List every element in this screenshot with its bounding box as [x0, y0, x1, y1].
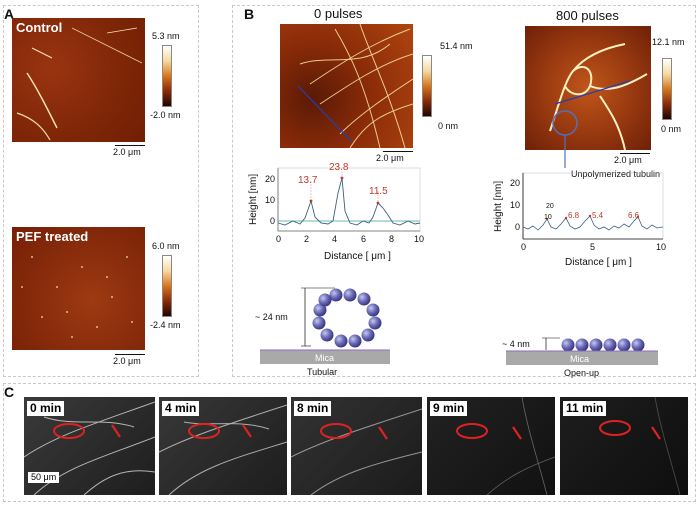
xlabel-0-pulses: Distance [ μm ] [324, 251, 391, 262]
ytick-10: 10 [265, 195, 275, 205]
scalebar-0-pulses-label: 2.0 μm [376, 153, 404, 163]
xtick-r10: 10 [656, 242, 666, 252]
ytick-r10: 10 [510, 200, 520, 210]
colorbar-0-pulses [422, 55, 432, 117]
open-up-height-label: ~ 4 nm [502, 339, 530, 349]
panel-c-label: C [4, 384, 15, 400]
colorbar-0-pulses-min: 0 nm [438, 121, 459, 131]
panel-b-border [232, 5, 696, 377]
afm-image-pef: PEF treated [12, 227, 145, 350]
open-up-cartoon: ~ 4 nm Mica Open-up [502, 337, 658, 378]
tubular-cartoon: Mica ~ 24 nm Tubular [255, 287, 390, 377]
colorbar-control-max: 5.3 nm [152, 31, 180, 41]
ylabel-0-pulses: Height [nm] [248, 174, 259, 225]
inner-tick-10: 10 [544, 214, 552, 221]
tubular-height-label: ~ 24 nm [255, 312, 288, 322]
zoom-callout [552, 110, 578, 168]
substrate-label-right: Mica [570, 354, 589, 364]
peak-label-r2: 5.4 [592, 211, 604, 220]
control-title: Control [16, 20, 63, 35]
panel-a-label: A [4, 6, 15, 22]
xtick-6: 6 [361, 234, 366, 244]
ytick-0: 0 [270, 216, 275, 226]
height-profile-800-pulses: 20 10 6.8 5.4 6.6 20 10 0 0 5 10 Distanc… [493, 172, 666, 268]
colorbar-control-min: -2.0 nm [150, 110, 181, 120]
colorbar-800-pulses-min: 0 nm [661, 124, 682, 134]
ytick-r0: 0 [515, 222, 520, 232]
time-label-0: 0 min [27, 401, 65, 416]
substrate-label-left: Mica [315, 353, 334, 363]
scalebar-800-pulses-label: 2.0 μm [614, 155, 642, 165]
peak-label-1: 13.7 [298, 175, 318, 186]
left-title: 0 pulses [314, 6, 363, 21]
time-label-11: 11 min [563, 401, 607, 416]
timelapse-frame-4: 4 min [159, 397, 287, 495]
xtick-r5: 5 [590, 242, 595, 252]
inner-tick-20: 20 [546, 203, 554, 210]
scalebar-pef [115, 354, 145, 355]
right-title: 800 pulses [556, 8, 619, 23]
unpolymerized-note: Unpolymerized tubulin [571, 169, 661, 179]
peak-label-r1: 6.8 [568, 211, 580, 220]
peak-label-2: 23.8 [329, 163, 349, 173]
scalebar-control [115, 145, 145, 146]
ytick-20: 20 [265, 174, 275, 184]
xtick-10: 10 [414, 234, 424, 244]
timelapse-scale-label: 50 μm [28, 472, 60, 483]
xtick-8: 8 [389, 234, 394, 244]
open-up-caption: Open-up [564, 368, 599, 378]
afm-image-800-pulses [525, 26, 651, 150]
peak-label-3: 11.5 [369, 186, 388, 197]
colorbar-0-pulses-max: 51.4 nm [440, 41, 473, 51]
colorbar-pef-min: -2.4 nm [150, 320, 181, 330]
timelapse-frame-11: 11 min [560, 397, 688, 495]
peak-label-r3: 6.6 [628, 211, 640, 220]
colorbar-pef [162, 255, 172, 317]
pef-title: PEF treated [16, 229, 89, 244]
scalebar-pef-label: 2.0 μm [113, 356, 141, 366]
ytick-r20: 20 [510, 178, 520, 188]
afm-image-control: Control [12, 18, 145, 142]
time-label-4: 4 min [162, 401, 200, 416]
colorbar-pef-max: 6.0 nm [152, 241, 180, 251]
tubular-caption: Tubular [307, 367, 337, 377]
panel-a-border [3, 5, 199, 377]
afm-image-0-pulses [280, 24, 413, 148]
xtick-0: 0 [276, 234, 281, 244]
height-profile-0-pulses: 13.7 23.8 11.5 20 10 0 0 2 4 6 8 10 Dist… [248, 163, 424, 262]
scalebar-control-label: 2.0 μm [113, 147, 141, 157]
time-label-9: 9 min [430, 401, 468, 416]
xlabel-800-pulses: Distance [ μm ] [565, 257, 632, 268]
panel-b-label: B [244, 6, 255, 22]
xtick-r0: 0 [521, 242, 526, 252]
time-label-8: 8 min [294, 401, 332, 416]
xtick-4: 4 [332, 234, 337, 244]
panel-c-border [3, 383, 696, 502]
timelapse-frame-8: 8 min [291, 397, 422, 495]
colorbar-800-pulses-max: 12.1 nm [652, 37, 685, 47]
ylabel-800-pulses: Height [nm] [493, 181, 504, 232]
timelapse-frame-0: 0 min 50 μm [24, 397, 155, 495]
timelapse-frame-9: 9 min [427, 397, 555, 495]
scalebar-0-pulses [383, 151, 413, 152]
colorbar-control [162, 45, 172, 107]
colorbar-800-pulses [662, 58, 672, 120]
scalebar-800-pulses [620, 153, 650, 154]
xtick-2: 2 [304, 234, 309, 244]
